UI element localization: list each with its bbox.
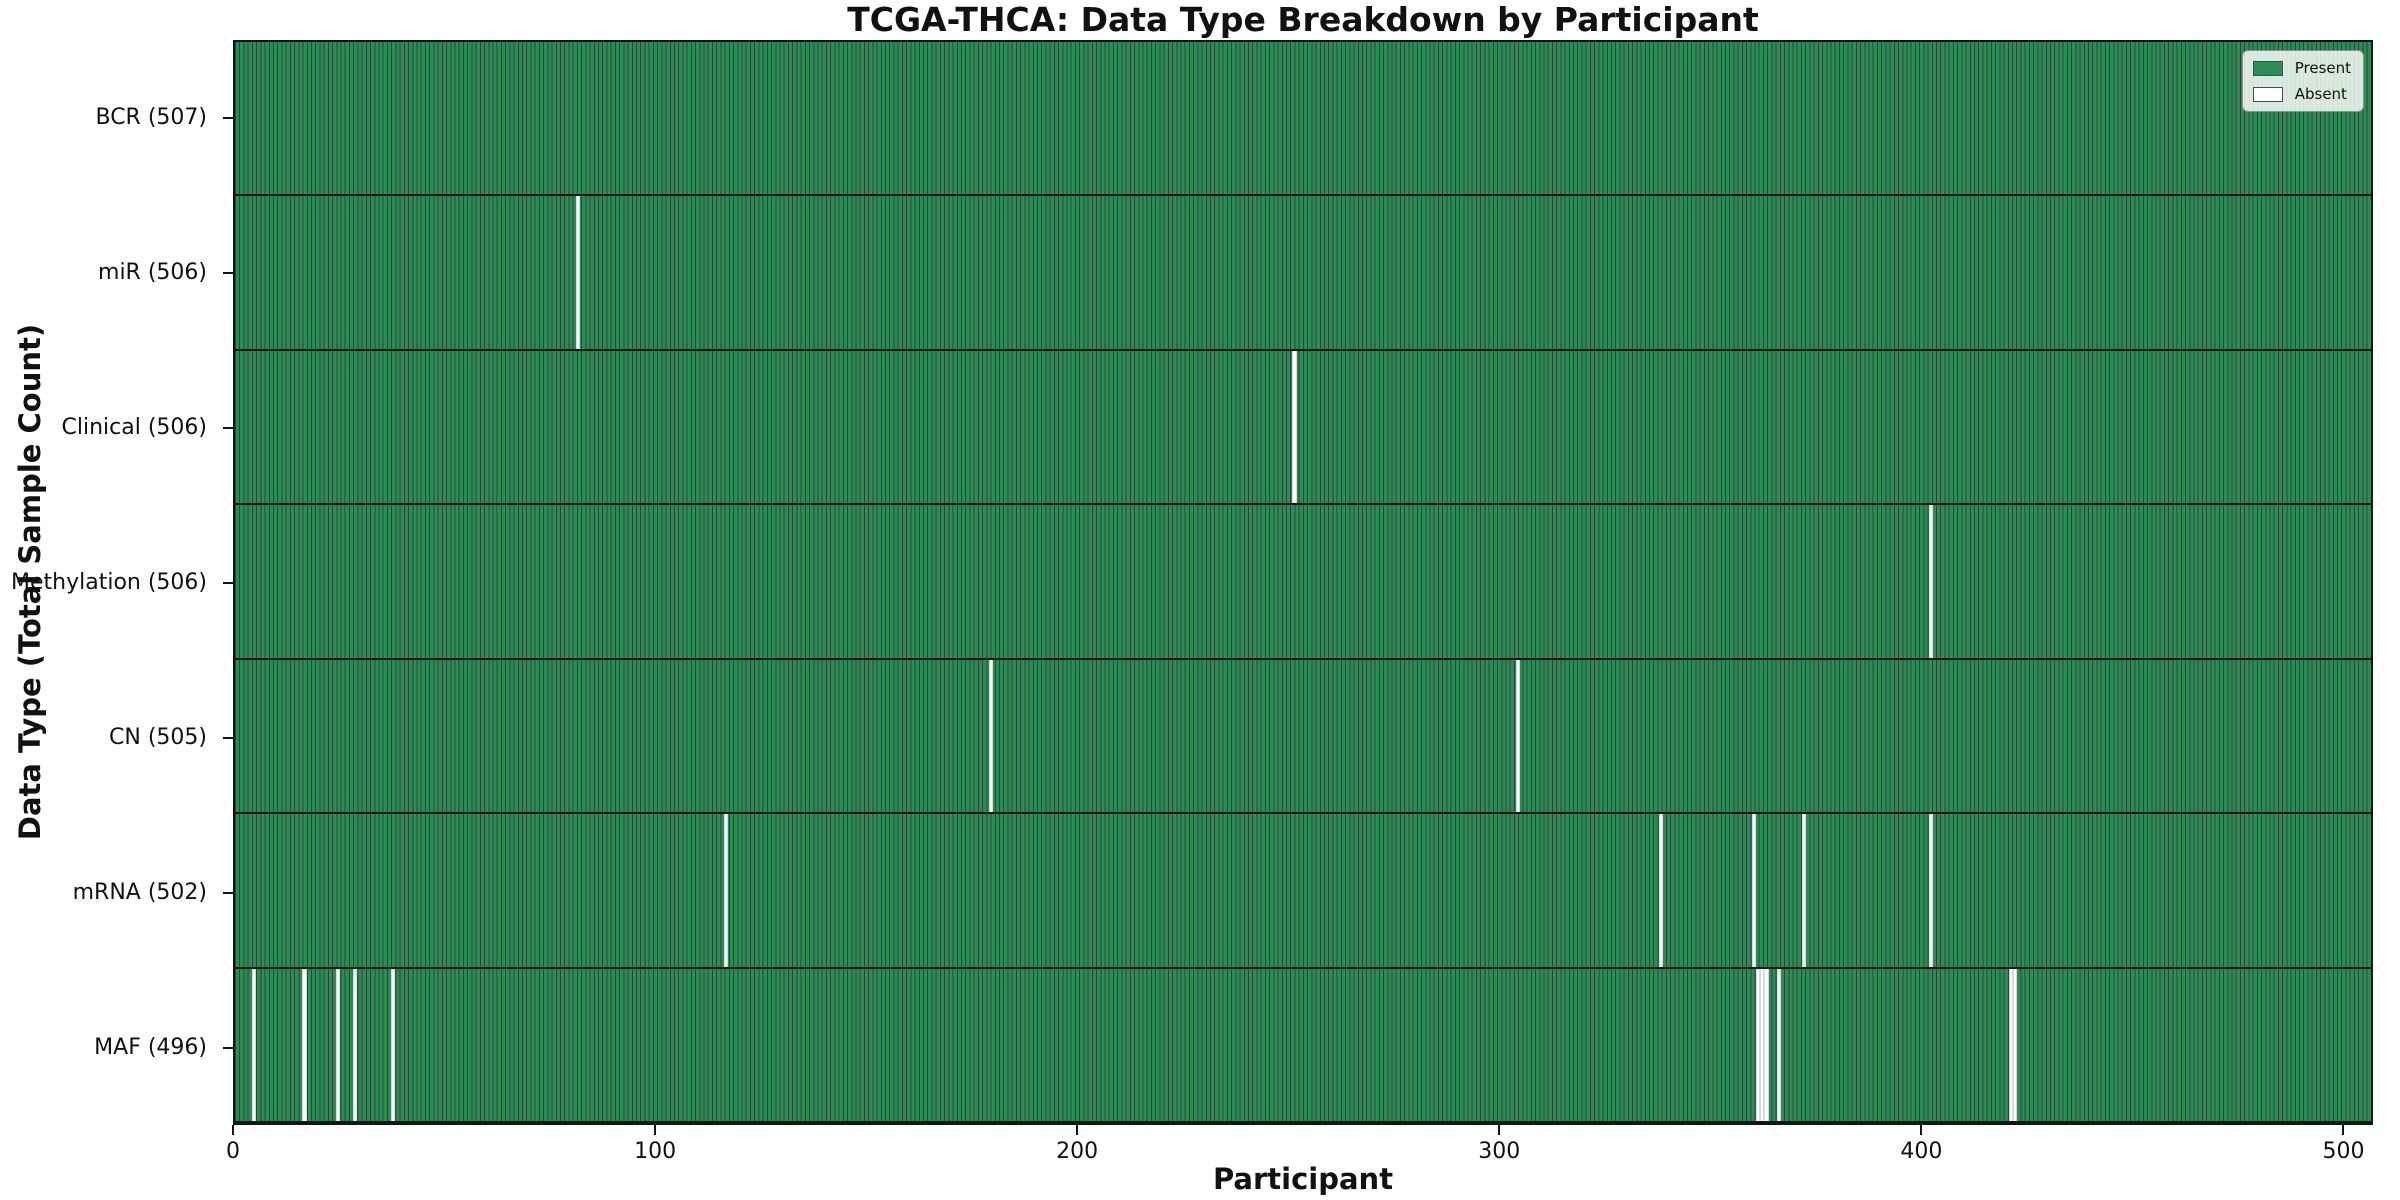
row-band-maf	[235, 968, 2371, 1123]
y-tick-label: miR (506)	[98, 260, 207, 285]
y-tick-mark	[223, 116, 233, 119]
x-tick-mark	[1920, 1125, 1923, 1135]
x-tick-mark	[2342, 1125, 2345, 1135]
legend: Present Absent	[2241, 50, 2364, 112]
absent-stripe	[251, 968, 257, 1121]
y-tick-label: mRNA (502)	[72, 880, 207, 905]
x-tick-label: 400	[1900, 1139, 1943, 1164]
absent-swatch-icon	[2252, 86, 2283, 102]
absent-stripe	[989, 659, 994, 813]
y-tick-mark	[223, 891, 233, 894]
x-axis-title: Participant	[1212, 1162, 1394, 1196]
x-tick-label: 0	[226, 1139, 240, 1164]
absent-stripe	[1764, 968, 1769, 1121]
y-tick-mark	[223, 426, 233, 429]
absent-stripe	[336, 968, 341, 1121]
x-tick-label: 300	[1478, 1139, 1521, 1164]
absent-stripe	[1802, 814, 1807, 967]
legend-entry-absent: Absent	[2252, 85, 2351, 103]
y-tick-mark	[223, 271, 233, 274]
x-tick-mark	[1498, 1125, 1501, 1135]
row-band-cn	[235, 659, 2371, 815]
absent-stripe	[1928, 505, 1933, 658]
absent-stripe	[1760, 968, 1765, 1121]
y-tick-label: Clinical (506)	[61, 415, 207, 440]
x-axis: 0 100 200 300 400 500	[226, 1125, 2373, 1185]
y-tick-label: Methylation (506)	[11, 570, 207, 595]
absent-stripe	[352, 968, 358, 1121]
row-band-clinical	[235, 350, 2371, 506]
x-tick-label: 100	[634, 1139, 677, 1164]
y-tick-mark	[223, 581, 233, 584]
y-tick-label: MAF (496)	[94, 1035, 207, 1060]
chart-title: TCGA-THCA: Data Type Breakdown by Partic…	[847, 0, 1759, 39]
absent-stripe	[723, 814, 728, 967]
row-band-mir	[235, 196, 2371, 351]
row-band-bcr	[235, 42, 2371, 197]
absent-stripe	[576, 196, 581, 349]
row-band-mrna	[235, 814, 2371, 969]
absent-stripe	[1292, 350, 1297, 504]
x-tick-label: 500	[2322, 1139, 2365, 1164]
legend-label: Absent	[2294, 85, 2347, 103]
y-tick-label: BCR (507)	[95, 105, 207, 130]
absent-stripe	[2012, 968, 2018, 1121]
y-tick-mark	[223, 736, 233, 739]
y-tick-mark	[223, 1046, 233, 1049]
absent-stripe	[2008, 968, 2013, 1121]
x-tick-mark	[232, 1125, 234, 1135]
row-band-methylation	[235, 505, 2371, 660]
x-tick-label: 200	[1056, 1139, 1099, 1164]
absent-stripe	[390, 968, 396, 1121]
legend-entry-present: Present	[2252, 59, 2351, 77]
x-tick-mark	[654, 1125, 657, 1135]
absent-stripe	[1776, 968, 1782, 1121]
present-swatch-icon	[2252, 60, 2283, 76]
x-tick-mark	[1076, 1125, 1079, 1135]
absent-stripe	[1751, 814, 1756, 967]
absent-stripe	[1755, 968, 1761, 1121]
y-tick-label: CN (505)	[109, 725, 207, 750]
plot-area: Present Absent	[233, 40, 2373, 1125]
legend-label: Present	[2294, 59, 2351, 77]
absent-stripe	[1928, 814, 1933, 967]
absent-stripe	[302, 968, 307, 1121]
absent-stripe	[1515, 659, 1520, 813]
y-axis: BCR (507) miR (506) Clinical (506) Methylat…	[0, 40, 221, 1125]
absent-stripe	[1659, 814, 1664, 967]
